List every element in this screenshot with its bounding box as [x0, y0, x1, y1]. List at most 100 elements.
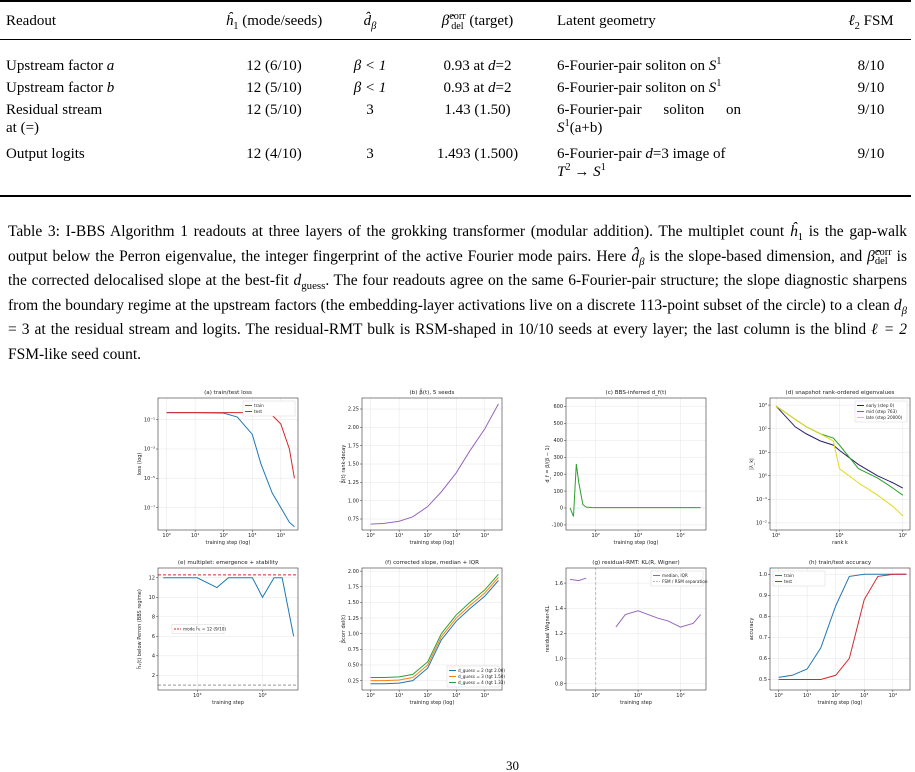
text: Upstream factor [6, 57, 107, 74]
text: 2 [565, 161, 571, 173]
plot-frame [769, 397, 911, 531]
y-tick-label: 1.50 [348, 600, 359, 606]
y-tick-label: 1.2 [555, 631, 563, 637]
text: 1.43 (1.50) [444, 101, 511, 118]
plot-area [566, 398, 706, 530]
legend-box [171, 624, 225, 634]
legend-label: mid (step 763) [866, 409, 897, 414]
text: 12 (4/10) [246, 145, 302, 162]
y-tick-label: 12 [149, 575, 155, 581]
y-tick-label: 1.0 [759, 572, 767, 578]
series-line [775, 405, 904, 489]
y-tick-label: 500 [553, 421, 563, 427]
series-line [778, 573, 907, 678]
y-tick-label: 2.00 [348, 569, 359, 575]
table-cell: 6-Fourier-pair soliton on S1 [545, 77, 831, 99]
text: β [371, 21, 377, 33]
x-axis-label: training step (log) [410, 700, 455, 706]
text: b [106, 79, 115, 96]
text: corr [874, 246, 892, 258]
table-row: Output logits 12 (4/10) 3 1.493 (1.500) … [0, 139, 911, 196]
text: 0.93 at [443, 57, 489, 74]
table-cell: 6-Fourier-pair soliton on S1(a+b) [545, 99, 831, 139]
x-tick-label: 10² [832, 693, 840, 699]
text: 1 [797, 231, 804, 244]
table-cell: 12 (5/10) [218, 77, 330, 99]
header-cell: Readout [0, 1, 218, 39]
text: is the gap-walk output below the Perron … [8, 223, 908, 265]
text: Upstream factor [6, 79, 107, 96]
text: β̂ [867, 247, 875, 265]
text: del [874, 256, 888, 268]
table-cell: 12 (4/10) [218, 139, 330, 196]
figure: 10⁰ 10¹ 10² 10³ 10⁴ 10⁻⁷ 10⁻⁵ 10⁻³ 10⁻¹ (a) train… [136, 389, 911, 706]
table-cell: 1.493 (1.500) [410, 139, 545, 196]
y-tick-label: -100 [552, 523, 563, 529]
y-tick-label: 0.8 [759, 614, 767, 620]
y-tick-label: 1.0 [555, 656, 563, 662]
text: 0.93 at [443, 79, 489, 96]
table-cell: 12 (5/10) [218, 99, 330, 139]
text: is the slope-based dimension, and [644, 247, 868, 265]
header-row: Readout ĥ1 (mode/seeds) d̂β β̂ corr del (t… [0, 1, 911, 40]
legend-label: median, IQR [662, 573, 688, 578]
text: S [708, 57, 717, 74]
plot-area [770, 568, 910, 690]
legend-label: mode ĥ₁ = 12 (9/10) [183, 627, 226, 632]
text: 1 [600, 161, 606, 173]
y-tick-label: 10⁰ [759, 473, 767, 479]
text: FSM [859, 13, 894, 30]
series-line [370, 573, 499, 678]
table-cell: Output logits [0, 139, 218, 196]
legend-box [242, 400, 296, 417]
y-tick-label: 1.00 [348, 631, 359, 637]
x-tick-label: 10⁴ [676, 693, 684, 699]
text: a [106, 57, 115, 74]
text: 12 (5/10) [246, 79, 302, 96]
y-tick-label: 4 [152, 654, 155, 660]
table-cell: β < 1 [330, 39, 410, 77]
text: is the corrected delocalised slope at th… [8, 247, 908, 290]
text: ℓ = 2 [871, 321, 908, 338]
table-cell: 9/10 [831, 99, 911, 139]
text: d̂ [363, 13, 372, 30]
panel-title: (h) train/test accuracy [809, 560, 872, 566]
series-line [778, 573, 907, 680]
text: FSM-like seed count. [8, 345, 142, 363]
text: β [639, 255, 645, 268]
x-tick-label: 10⁰ [162, 533, 170, 539]
legend-label: test [784, 579, 792, 584]
y-tick-label: 10⁻² [756, 521, 767, 527]
text: d [645, 145, 653, 162]
table-cell: 6-Fourier-pair d=3 image of T2 → S1 [545, 139, 831, 196]
table-cell: 3 [330, 99, 410, 139]
x-axis-label: training step (log) [206, 540, 251, 546]
x-tick-label: 10² [899, 533, 907, 539]
text: 6-Fourier-pair soliton on [557, 101, 742, 118]
text: d [293, 272, 302, 289]
text: 8/10 [857, 57, 885, 74]
x-tick-label: 10² [424, 533, 432, 539]
legend-box [854, 400, 908, 423]
text: d̂ [631, 247, 640, 265]
x-tick-label: 10⁴ [481, 693, 489, 699]
x-tick-label: 10⁴ [676, 533, 684, 539]
text: β < 1 [353, 57, 387, 74]
legend-label: train [784, 573, 794, 578]
text: d [488, 57, 496, 74]
x-tick-label: 10² [591, 533, 599, 539]
y-axis-label: β̂corr del(t) [340, 615, 347, 643]
caption: Table 3: I-BBS Algorithm 1 readouts at t… [8, 220, 907, 367]
x-tick-label: 10⁰ [774, 693, 782, 699]
text: 9/10 [857, 79, 885, 96]
y-tick-label: 1.25 [348, 616, 359, 622]
series-line [370, 580, 499, 685]
legend-label: d_guess = 4 (tgt 1.33) [458, 680, 505, 685]
y-tick-label: 400 [553, 438, 563, 444]
table-row: Upstream factor b 12 (5/10) β < 1 0.93 a… [0, 77, 911, 99]
legend-box [446, 665, 500, 688]
y-tick-label: 10⁻⁵ [144, 476, 155, 482]
y-tick-label: 10² [759, 426, 767, 432]
y-axis-label: |λ_k| [749, 458, 755, 470]
